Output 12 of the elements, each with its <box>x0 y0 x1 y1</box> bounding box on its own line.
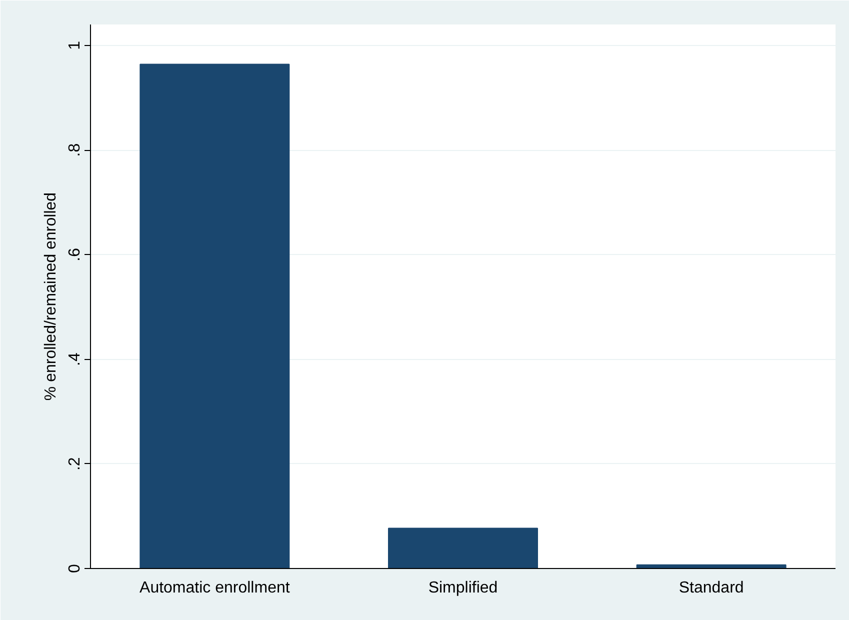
y-tick-label: .2 <box>66 457 84 471</box>
x-tick-label: Simplified <box>428 580 498 596</box>
y-tick-label: 0 <box>66 564 84 573</box>
y-tick-label: 1 <box>66 40 84 50</box>
y-tick-label: .8 <box>66 143 84 157</box>
x-tick-label: Automatic enrollment <box>140 580 290 596</box>
bar <box>388 528 538 568</box>
bar <box>140 64 290 568</box>
y-tick-label: .6 <box>66 248 84 262</box>
y-axis-title: % enrolled/remained enrolled <box>42 192 60 401</box>
x-tick-label: Standard <box>678 580 744 596</box>
y-tick-label: .4 <box>66 352 84 366</box>
